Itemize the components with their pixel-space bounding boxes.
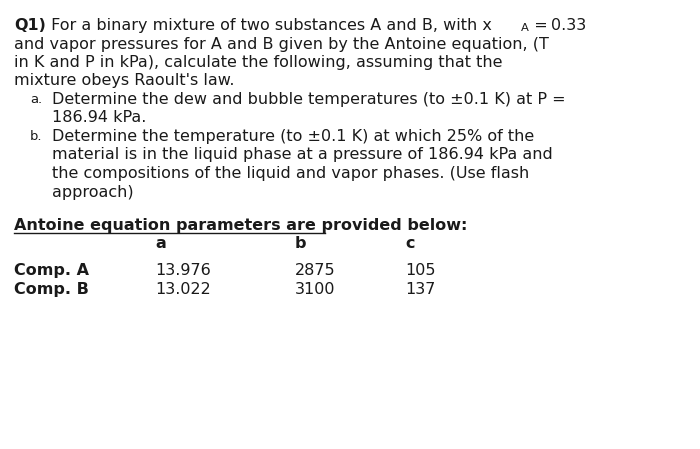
Text: b: b [295,236,307,251]
Text: 3100: 3100 [295,282,335,297]
Text: material is in the liquid phase at a pressure of 186.94 kPa and: material is in the liquid phase at a pre… [52,148,553,163]
Text: Comp. A: Comp. A [14,263,89,278]
Text: in K and P in kPa), calculate the following, assuming that the: in K and P in kPa), calculate the follow… [14,55,503,70]
Text: the compositions of the liquid and vapor phases. (Use flash: the compositions of the liquid and vapor… [52,166,529,181]
Text: Determine the dew and bubble temperatures (to ±0.1 K) at P =: Determine the dew and bubble temperature… [52,92,566,107]
Text: mixture obeys Raoult's law.: mixture obeys Raoult's law. [14,74,234,88]
Text: A: A [521,23,529,33]
Text: 2875: 2875 [295,263,335,278]
Text: c: c [405,236,414,251]
Text: Antoine equation parameters are provided below:: Antoine equation parameters are provided… [14,218,468,233]
Text: and vapor pressures for A and B given by the Antoine equation, (T: and vapor pressures for A and B given by… [14,36,549,52]
Text: 186.94 kPa.: 186.94 kPa. [52,110,146,126]
Text: a: a [155,236,166,251]
Text: = 0.33: = 0.33 [531,18,587,33]
Text: 13.022: 13.022 [155,282,211,297]
Text: 137: 137 [405,282,435,297]
Text: approach): approach) [52,185,134,199]
Text: Q1): Q1) [14,18,46,33]
Text: Comp. B: Comp. B [14,282,89,297]
Text: For a binary mixture of two substances A and B, with x: For a binary mixture of two substances A… [46,18,492,33]
Text: a.: a. [30,93,42,106]
Text: b.: b. [30,130,43,143]
Text: 13.976: 13.976 [155,263,211,278]
Text: 105: 105 [405,263,435,278]
Text: Determine the temperature (to ±0.1 K) at which 25% of the: Determine the temperature (to ±0.1 K) at… [52,129,534,144]
